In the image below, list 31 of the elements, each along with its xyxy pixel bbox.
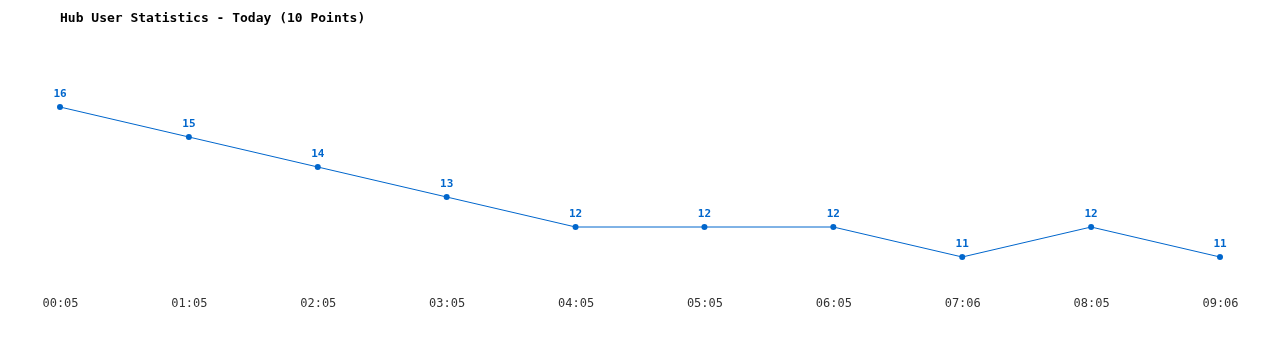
chart-title: Hub User Statistics - Today (10 Points) <box>60 10 366 25</box>
data-label: 12 <box>1084 207 1098 220</box>
point <box>830 224 837 230</box>
point <box>185 134 192 140</box>
data-label: 16 <box>53 87 67 100</box>
x-tick-label: 06:05 <box>815 295 852 310</box>
point <box>959 254 966 260</box>
data-label: 14 <box>311 147 325 160</box>
x-tick-label: 05:05 <box>686 295 724 310</box>
x-tick-label: 03:05 <box>429 295 466 310</box>
data-label: 11 <box>955 237 970 250</box>
data-label: 12 <box>826 207 840 220</box>
data-label: 12 <box>697 207 712 220</box>
x-tick-label: 00:05 <box>42 295 79 310</box>
point <box>314 164 321 170</box>
x-tick-label: 08:05 <box>1073 295 1110 310</box>
x-tick-label: 09:06 <box>1202 295 1239 310</box>
x-tick-label: 02:05 <box>300 295 337 310</box>
point <box>443 194 450 200</box>
point <box>572 224 579 230</box>
point <box>57 104 63 110</box>
x-tick-label: 07:06 <box>944 295 981 310</box>
x-tick-label: 01:05 <box>171 295 208 310</box>
point <box>1217 254 1223 260</box>
data-label: 15 <box>182 117 196 130</box>
data-label: 11 <box>1213 237 1227 250</box>
data-label: 12 <box>568 207 583 220</box>
data-label: 13 <box>440 177 454 190</box>
x-tick-label: 04:05 <box>557 295 595 310</box>
point <box>701 224 708 230</box>
point <box>1088 224 1095 230</box>
